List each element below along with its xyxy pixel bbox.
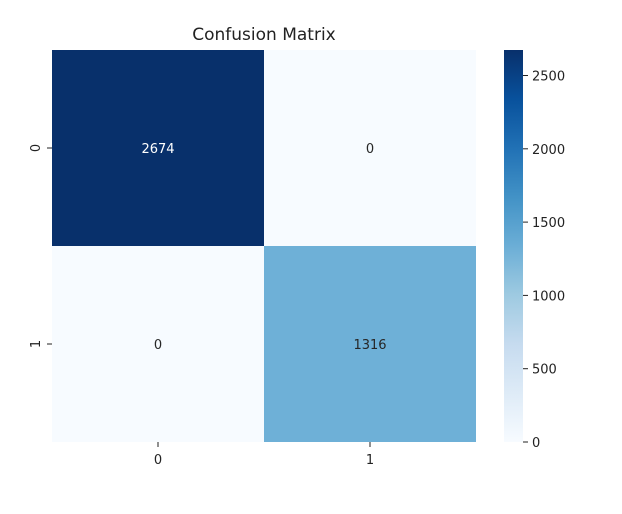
x-tick-label: 1	[366, 453, 374, 468]
cell-value-label: 1316	[353, 338, 386, 353]
y-tick-label: 1	[29, 340, 44, 348]
heatmap-cell	[52, 50, 264, 246]
colorbar	[504, 50, 523, 442]
colorbar-ticks: 0 500 1000 1500 2000 2500	[523, 70, 565, 451]
colorbar-tick-label: 0	[532, 436, 540, 451]
heatmap-cell	[52, 246, 264, 442]
heatmap-cell	[264, 50, 476, 246]
y-axis-ticks: 01	[29, 144, 52, 348]
cell-value-label: 0	[154, 338, 162, 353]
chart-title: Confusion Matrix	[192, 25, 336, 45]
colorbar-tick-label: 2000	[532, 143, 565, 158]
y-tick-label: 0	[29, 144, 44, 152]
cell-value-label: 2674	[141, 142, 174, 157]
heatmap-cells	[52, 50, 476, 442]
colorbar-tick-label: 1000	[532, 289, 565, 304]
heatmap-cell-labels: 2674 0 0 1316	[141, 142, 386, 353]
x-tick-label: 0	[154, 453, 162, 468]
colorbar-tick-label: 500	[532, 363, 557, 378]
cell-value-label: 0	[366, 142, 374, 157]
colorbar-tick-label: 2500	[532, 70, 565, 85]
heatmap-cell	[264, 246, 476, 442]
colorbar-tick-label: 1500	[532, 216, 565, 231]
